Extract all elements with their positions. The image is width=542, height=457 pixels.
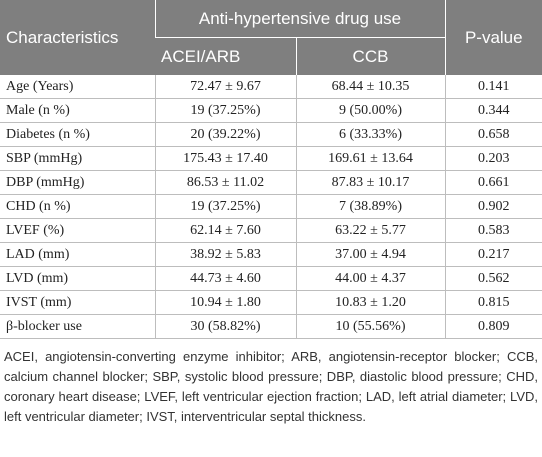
header-row: Characteristics Anti-hypertensive drug u… <box>0 0 542 75</box>
table-cell: 68.44 ± 10.35 <box>295 75 446 99</box>
table-cell: 0.344 <box>444 98 542 123</box>
table-cell: 0.217 <box>444 242 542 267</box>
row-label: LVD (mm) <box>0 266 155 291</box>
table-cell: 38.92 ± 5.83 <box>154 242 296 267</box>
table-cell: 10.83 ± 1.20 <box>295 290 446 315</box>
row-label: LAD (mm) <box>0 242 155 267</box>
row-label: LVEF (%) <box>0 218 155 243</box>
row-label: IVST (mm) <box>0 290 155 315</box>
table-cell: 7 (38.89%) <box>295 194 446 219</box>
table-cell: 20 (39.22%) <box>154 122 296 147</box>
data-table: Characteristics Anti-hypertensive drug u… <box>0 0 542 339</box>
row-label: Age (Years) <box>0 75 155 99</box>
footnote: ACEI, angiotensin-converting enzyme inhi… <box>4 349 538 424</box>
row-label: DBP (mmHg) <box>0 170 155 195</box>
table-cell: 175.43 ± 17.40 <box>154 146 296 171</box>
table-row: IVST (mm) 10.94 ± 1.80 10.83 ± 1.20 0.815 <box>0 290 542 315</box>
table-cell: 0.562 <box>444 266 542 291</box>
header-cell: ACEI/ARB <box>155 37 296 75</box>
table-cell: 86.53 ± 11.02 <box>154 170 296 195</box>
table-cell: 30 (58.82%) <box>154 314 296 339</box>
header-row: ACEI/ARB CCB <box>0 37 542 75</box>
table-row: LVEF (%) 62.14 ± 7.60 63.22 ± 5.77 0.583 <box>0 218 542 243</box>
table-cell: 62.14 ± 7.60 <box>154 218 296 243</box>
table-cell: 9 (50.00%) <box>295 98 446 123</box>
table-cell: 0.583 <box>444 218 542 243</box>
header-cell: CCB <box>295 37 446 75</box>
table-cell: 37.00 ± 4.94 <box>295 242 446 267</box>
table-cell: 0.902 <box>444 194 542 219</box>
table-row: CHD (n %) 19 (37.25%) 7 (38.89%) 0.902 <box>0 194 542 219</box>
table-cell: 19 (37.25%) <box>154 194 296 219</box>
table-cell: 63.22 ± 5.77 <box>295 218 446 243</box>
table-cell: 0.203 <box>444 146 542 171</box>
row-label: β-blocker use <box>0 314 155 339</box>
table-cell: 72.47 ± 9.67 <box>154 75 296 99</box>
table-cell: 0.661 <box>444 170 542 195</box>
table-cell: 87.83 ± 10.17 <box>295 170 446 195</box>
table-cell: 0.141 <box>444 75 542 99</box>
header-cell: Characteristics <box>0 0 155 75</box>
table-row: DBP (mmHg) 86.53 ± 11.02 87.83 ± 10.17 0.66… <box>0 170 542 195</box>
table-cell: 0.809 <box>444 314 542 339</box>
table-cell: 6 (33.33%) <box>295 122 446 147</box>
header-cell: P-value <box>444 0 542 75</box>
header-cell: Anti-hypertensive drug use <box>154 0 446 38</box>
table-cell: 0.658 <box>444 122 542 147</box>
table-cell: 19 (37.25%) <box>154 98 296 123</box>
table-row: LAD (mm) 38.92 ± 5.83 37.00 ± 4.94 0.217 <box>0 242 542 267</box>
table-row: Age (Years) 72.47 ± 9.67 68.44 ± 10.35 0.14… <box>0 75 542 99</box>
row-label: CHD (n %) <box>0 194 155 219</box>
table-cell: 44.00 ± 4.37 <box>295 266 446 291</box>
table-cell: 169.61 ± 13.64 <box>295 146 446 171</box>
table-cell: 44.73 ± 4.60 <box>154 266 296 291</box>
row-label: Diabetes (n %) <box>0 122 155 147</box>
table-body: Age (Years) 72.47 ± 9.67 68.44 ± 10.35 0.14… <box>0 75 542 339</box>
row-label: Male (n %) <box>0 98 155 123</box>
table-row: β-blocker use 30 (58.82%) 10 (55.56%) 0.809 <box>0 314 542 339</box>
table-cell: 10.94 ± 1.80 <box>154 290 296 315</box>
table-cell: 10 (55.56%) <box>295 314 446 339</box>
row-label: SBP (mmHg) <box>0 146 155 171</box>
table-row: SBP (mmHg) 175.43 ± 17.40 169.61 ± 13.64 0.… <box>0 146 542 171</box>
table-row: Male (n %) 19 (37.25%) 9 (50.00%) 0.344 <box>0 98 542 123</box>
table-row: Diabetes (n %) 20 (39.22%) 6 (33.33%) 0.658 <box>0 122 542 147</box>
table-cell: 0.815 <box>444 290 542 315</box>
table-row: LVD (mm) 44.73 ± 4.60 44.00 ± 4.37 0.562 <box>0 266 542 291</box>
